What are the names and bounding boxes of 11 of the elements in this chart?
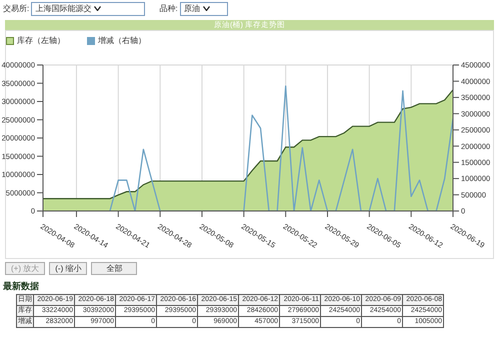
legend-label: 库存（左轴） [16, 35, 65, 46]
text: 交易所: [3, 4, 30, 14]
text: (+) 放大 [5, 262, 46, 275]
text: 全部 [91, 262, 138, 275]
text: 最新数据 [3, 280, 39, 293]
text: 上海国际能源交 [31, 2, 146, 16]
line-series [109, 85, 453, 211]
text: 原油 [180, 2, 228, 16]
text: 品种: [159, 4, 178, 14]
text: (-) 缩小 [49, 262, 88, 275]
legend-label: 增减（右轴） [97, 35, 146, 46]
